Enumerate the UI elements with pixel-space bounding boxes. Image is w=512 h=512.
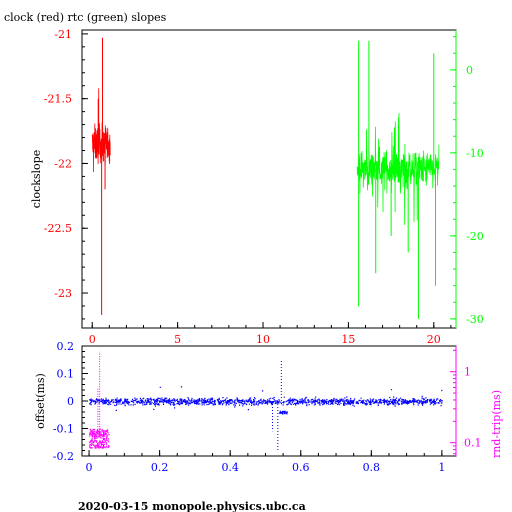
bottom-ylabel: offset(ms) (34, 373, 47, 429)
series-rtc-line (356, 112, 440, 225)
footer-label: 2020-03-15 monopole.physics.ubc.ca (78, 500, 306, 512)
bottom-panel: offset(ms) rnd-trip(ms) 0.20.10-0.1-0.2 … (34, 340, 503, 474)
bottom-x-tick-label: 1 (438, 461, 445, 474)
top-x-tick-label: 10 (256, 333, 270, 346)
bottom-left-tick-label: -0.1 (53, 423, 74, 436)
top-right-tick-label: -10 (466, 147, 484, 160)
bottom-series (89, 351, 443, 451)
top-x-tick-label: 0 (89, 333, 96, 346)
bottom-left-tick-label: 0.1 (57, 368, 75, 381)
bottom-x-tick-label: 0.8 (363, 461, 381, 474)
top-x-tick-label: 15 (341, 333, 355, 346)
bottom-left-tick-label: 0 (67, 395, 74, 408)
bottom-right-tick-label: 1 (464, 366, 471, 379)
bottom-right-tick-label: 0.1 (464, 437, 482, 450)
bottom-left-axis: 0.2 0.1 0 -0.1 -0.2 (53, 340, 88, 463)
bottom-left-tick-label: 0.2 (57, 340, 75, 353)
top-panel: clockslope -21 -21.5 -22 -22.5 -23 0 -10 -20 -3… (30, 28, 484, 346)
series-clock-line (91, 88, 111, 173)
top-right-tick-label: -30 (466, 313, 484, 326)
top-right-tick-label: -20 (466, 230, 484, 243)
top-right-tick-label: 0 (466, 64, 473, 77)
bottom-x-tick-label: 0.2 (151, 461, 169, 474)
top-x-tick-label: 20 (427, 333, 441, 346)
bottom-left-tick-label: -0.2 (53, 450, 74, 463)
chart-title: clock (red) rtc (green) slopes (4, 11, 167, 24)
top-right-axis: 0 -10 -20 -30 (450, 30, 484, 328)
series-offset-points (89, 386, 443, 415)
top-series (91, 37, 440, 319)
bottom-y2label: rnd-trip(ms) (490, 390, 503, 458)
top-x-tick-label: 5 (174, 333, 181, 346)
bottom-x-tick-label: 0 (86, 461, 93, 474)
series-rnd-trip-points (89, 428, 110, 449)
top-x-axis: 0 5 10 15 20 (89, 322, 452, 346)
bottom-x-axis: 0 0.2 0.4 0.6 0.8 1 (86, 450, 445, 474)
top-left-axis: -21 -21.5 -22 -22.5 -23 (44, 28, 88, 320)
top-left-tick-label: -23 (54, 287, 72, 300)
bottom-x-tick-label: 0.6 (292, 461, 310, 474)
top-left-tick-label: -21 (54, 28, 72, 41)
top-left-tick-label: -22.5 (44, 222, 72, 235)
top-left-tick-label: -21.5 (44, 93, 72, 106)
bottom-right-axis: 10.1 (450, 346, 482, 456)
top-ylabel: clockslope (30, 150, 43, 208)
top-left-tick-label: -22 (54, 157, 72, 170)
bottom-x-tick-label: 0.4 (221, 461, 239, 474)
